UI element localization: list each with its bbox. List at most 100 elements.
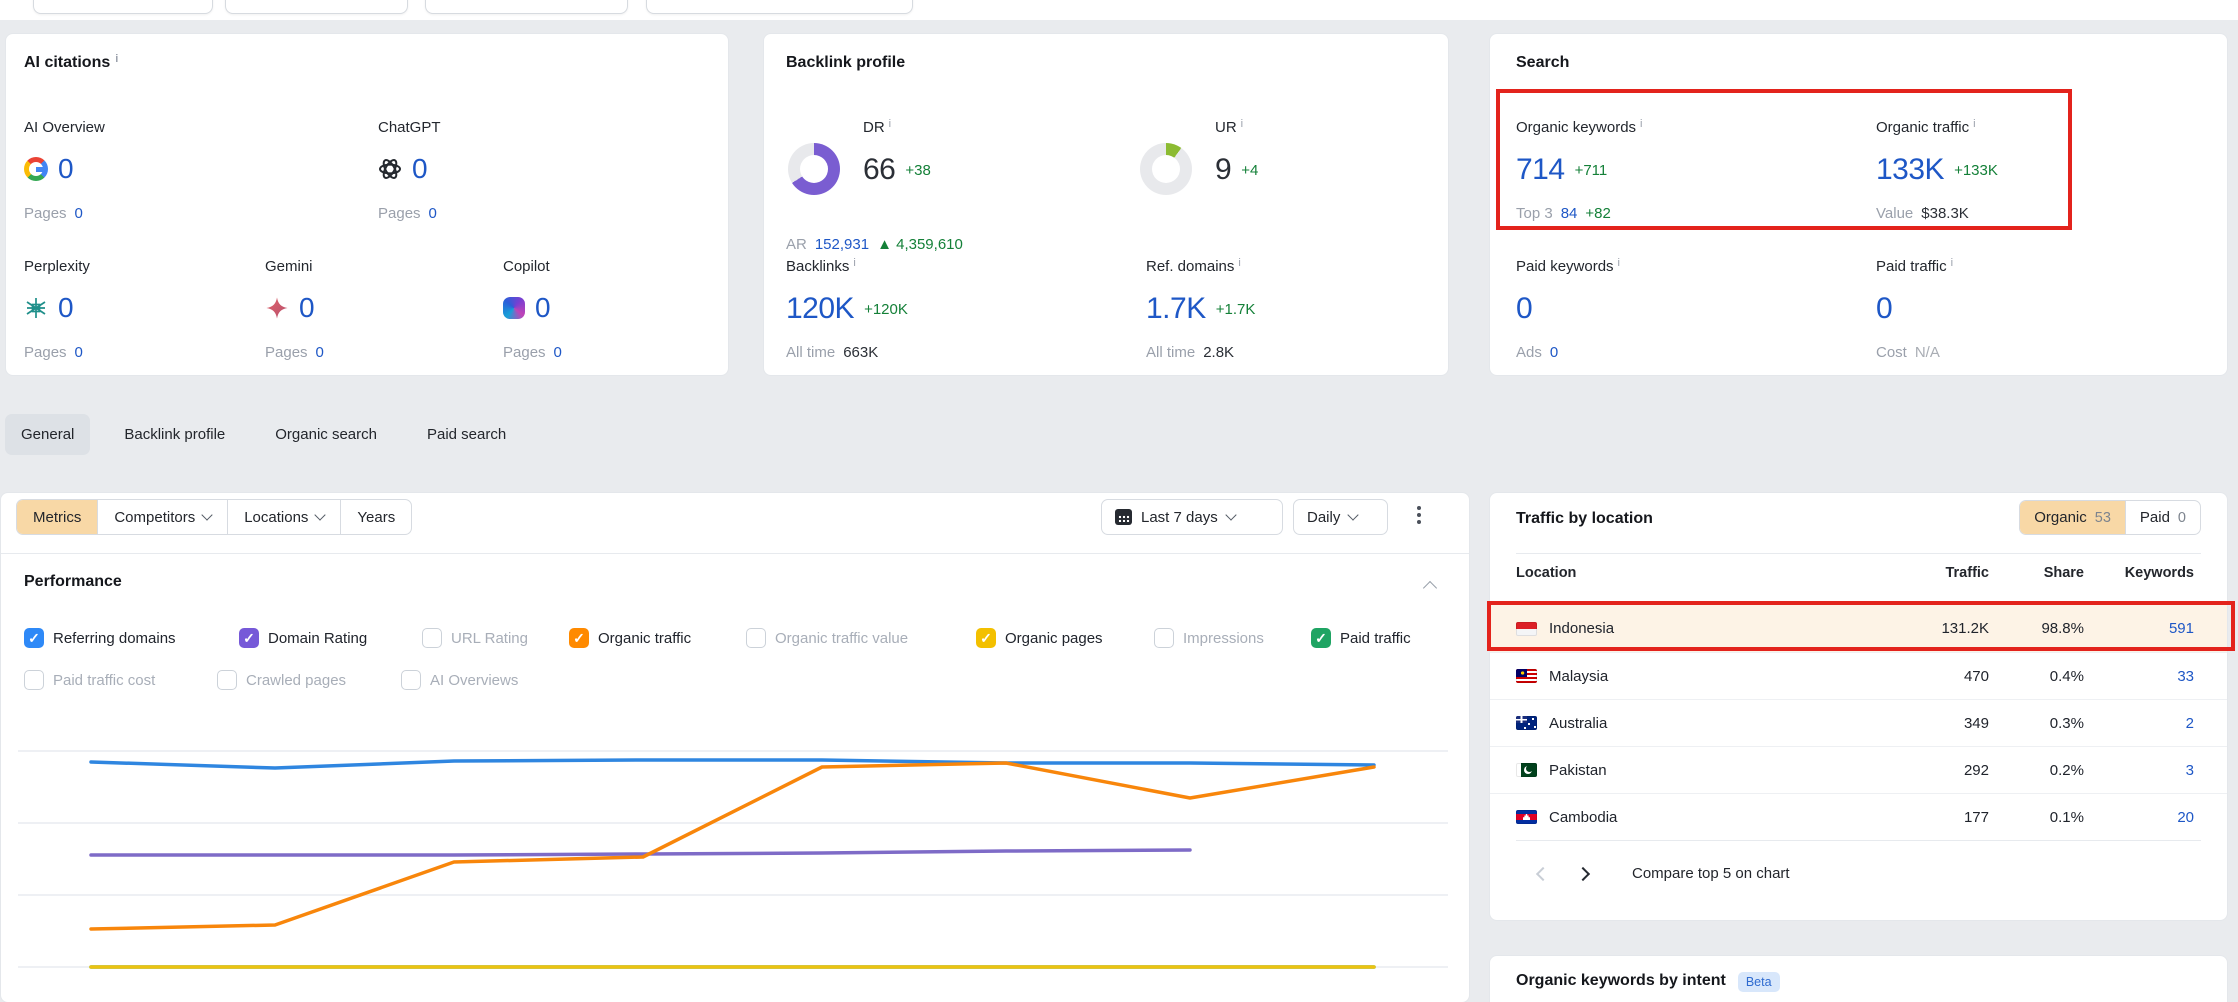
share-value: 0.3% [2049,714,2084,732]
gemini-value[interactable]: 0 [299,292,315,323]
info-icon[interactable]: i [1240,118,1244,130]
info-icon[interactable]: i [1640,118,1643,130]
checkbox-crawled-pages[interactable]: Crawled pages [217,670,346,690]
table-row-australia[interactable]: Australia 349 0.3% 2 [1490,699,2227,746]
keywords-link[interactable]: 2 [2185,714,2194,732]
paid-keywords-cell: Paid keywords i 0 Ads 0 [1516,257,1620,362]
col-keywords[interactable]: Keywords [2124,565,2194,581]
pages-value-link[interactable]: 0 [74,205,83,222]
pages-value-link[interactable]: 0 [553,344,562,361]
pages-value-link[interactable]: 0 [74,344,83,361]
backlinks-label: Backlinks [786,258,850,275]
more-options-kebab-icon[interactable] [1413,502,1425,528]
info-icon[interactable]: i [1950,257,1954,269]
toggle-organic[interactable]: Organic 53 [2020,501,2125,534]
years-segment[interactable]: Years [341,500,411,534]
keywords-link[interactable]: 3 [2185,761,2194,779]
checkbox-organic-traffic-value[interactable]: Organic traffic value [746,628,908,648]
compare-top5-link[interactable]: Compare top 5 on chart [1632,865,1790,882]
pages-value-link[interactable]: 0 [428,205,437,222]
ar-value-link[interactable]: 152,931 [814,236,870,253]
keywords-link[interactable]: 591 [2168,620,2194,637]
ur-delta: +4 [1241,161,1259,179]
performance-chart [18,750,1448,969]
keywords-link[interactable]: 33 [2177,667,2194,685]
collapse-chevron-up-icon[interactable] [1422,580,1438,596]
prev-page-chevron-icon[interactable] [1535,866,1551,881]
col-location[interactable]: Location [1516,565,1577,581]
pages-label: Pages [265,344,308,361]
checkbox-ai-overviews[interactable]: AI Overviews [401,670,518,690]
cutoff-control-3[interactable] [425,0,628,14]
checkbox-box: ✓ [569,628,589,648]
ads-value-link[interactable]: 0 [1549,344,1559,361]
ads-label: Ads [1516,344,1542,361]
cutoff-control-4[interactable] [646,0,913,14]
checkbox-label: Organic pages [1005,629,1103,647]
info-icon[interactable]: i [115,53,119,65]
checkbox-paid-traffic-cost[interactable]: Paid traffic cost [24,670,155,690]
checkbox-paid-traffic[interactable]: ✓ Paid traffic [1311,628,1411,648]
table-row-pakistan[interactable]: Pakistan 292 0.2% 3 [1490,746,2227,793]
checkbox-organic-pages[interactable]: ✓ Organic pages [976,628,1103,648]
keywords-link[interactable]: 20 [2177,808,2194,826]
organic-keywords-label: Organic keywords [1516,119,1637,136]
tab-backlink-profile[interactable]: Backlink profile [124,426,226,443]
granularity-button[interactable]: Daily [1293,499,1388,535]
organic-traffic-value-link[interactable]: 133K [1876,153,1945,186]
share-value: 98.8% [2041,620,2084,637]
ref-domains-delta: +1.7K [1215,300,1256,318]
col-traffic[interactable]: Traffic [1945,565,1989,581]
col-share[interactable]: Share [2043,565,2084,581]
copilot-cell: Copilot 0 Pages 0 [503,258,562,361]
date-range-button[interactable]: Last 7 days [1101,499,1283,535]
ai-overview-value[interactable]: 0 [58,153,74,184]
backlinks-value-link[interactable]: 120K [786,292,855,325]
cutoff-control-1[interactable] [33,0,213,14]
info-icon[interactable]: i [1238,257,1241,269]
checkbox-domain-rating[interactable]: ✓ Domain Rating [239,628,367,648]
divider [1516,553,2201,554]
search-title-text: Search [1516,54,1570,71]
paid-traffic-value-link[interactable]: 0 [1876,292,1893,325]
tab-organic-search[interactable]: Organic search [275,426,377,443]
traffic-by-location-title-text: Traffic by location [1516,510,1653,527]
info-icon[interactable]: i [1973,118,1976,130]
paid-traffic-cell: Paid traffic i 0 Cost N/A [1876,257,1954,362]
top3-value-link[interactable]: 84 [1560,205,1578,222]
info-icon[interactable]: i [888,118,892,130]
checkbox-referring-domains[interactable]: ✓ Referring domains [24,628,176,648]
chatgpt-value[interactable]: 0 [412,153,428,184]
perplexity-value[interactable]: 0 [58,292,74,323]
info-icon[interactable]: i [1617,257,1620,269]
competitors-segment[interactable]: Competitors [98,500,229,534]
checkbox-label: Domain Rating [268,629,368,647]
paid-keywords-value-link[interactable]: 0 [1516,292,1533,325]
checkbox-url-rating[interactable]: URL Rating [422,628,528,648]
checkbox-impressions[interactable]: Impressions [1154,628,1264,648]
tab-paid-search[interactable]: Paid search [426,426,507,443]
checkbox-box [401,670,421,690]
toggle-organic-count: 53 [2094,509,2111,526]
metrics-segment[interactable]: Metrics [17,500,99,534]
toggle-paid[interactable]: Paid 0 [2124,501,2200,534]
country-name: Pakistan [1549,761,1607,779]
table-row-malaysia[interactable]: Malaysia 470 0.4% 33 [1490,652,2227,699]
tab-general[interactable]: General [5,414,91,455]
organic-paid-toggle: Organic 53 Paid 0 [2019,500,2201,535]
info-icon[interactable]: i [853,257,856,269]
chevron-down-icon [314,509,327,521]
table-row-indonesia[interactable]: Indonesia 131.2K 98.8% 591 [1490,605,2227,652]
metrics-segmented-control: Metrics Competitors Locations Years [16,499,413,535]
copilot-value[interactable]: 0 [535,292,551,323]
toggle-organic-label: Organic [2034,509,2087,526]
check-icon: ✓ [573,630,585,646]
next-page-chevron-icon[interactable] [1575,866,1591,881]
ref-domains-value-link[interactable]: 1.7K [1146,292,1206,325]
checkbox-organic-traffic[interactable]: ✓ Organic traffic [569,628,691,648]
organic-keywords-value-link[interactable]: 714 [1516,153,1565,186]
table-row-cambodia[interactable]: Cambodia 177 0.1% 20 [1490,793,2227,840]
locations-segment[interactable]: Locations [228,500,342,534]
pages-value-link[interactable]: 0 [315,344,324,361]
cutoff-control-2[interactable] [225,0,408,14]
